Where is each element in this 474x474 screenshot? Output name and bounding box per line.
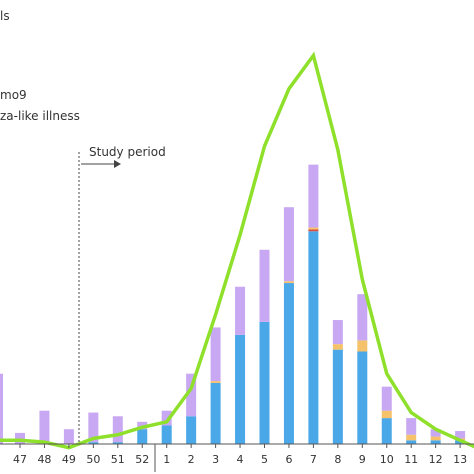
bar-8-series-0	[332, 349, 343, 444]
bar-5-series-3	[259, 249, 270, 322]
bar-7-series-3	[308, 164, 319, 228]
bar-7-series-0	[308, 231, 319, 444]
legend-text-3: za-like illness	[0, 109, 80, 123]
bar-6-series-2	[283, 281, 294, 284]
bar-6-series-0	[283, 283, 294, 444]
legend-text-2: mo9	[0, 88, 27, 102]
bar-3-series-2	[210, 381, 221, 383]
x-tick-label-52: 52	[135, 453, 149, 466]
bar-47-series-3	[15, 432, 25, 444]
bars	[0, 164, 466, 444]
bar-3-series-3	[210, 327, 221, 382]
x-tick-label-4: 4	[237, 453, 244, 466]
x-tick-label-3: 3	[212, 453, 219, 466]
x-tick-label-2: 2	[188, 453, 195, 466]
bar-12-series-3	[430, 429, 441, 437]
line-series	[0, 51, 474, 450]
bar-1-series-0	[161, 425, 172, 444]
bar-48-series-3	[39, 410, 50, 444]
bar-4-series-0	[235, 334, 246, 444]
bar-11-series-2	[406, 434, 417, 441]
bar-10-series-2	[381, 410, 392, 419]
bar-3-series-0	[210, 382, 221, 444]
x-axis: 47 48 49 50 51 52 1 2 3 4 5 6 7 8 9 10 11 12 13	[0, 443, 474, 472]
study-period-label: Study period	[89, 145, 166, 159]
bar-7-series-1	[308, 229, 319, 232]
bar-52-series-3	[137, 421, 148, 430]
bar-2-series-3	[186, 373, 197, 417]
bar-1-series-3	[161, 410, 172, 426]
bar-12-series-2	[430, 436, 441, 441]
bar-50-series-3	[88, 412, 99, 443]
legend: ls mo9 za-like illness	[0, 9, 80, 123]
bar-52-series-0	[137, 429, 148, 444]
bar-51-series-3	[112, 416, 123, 443]
bar-7-series-2	[308, 227, 319, 230]
x-tick-label-47: 47	[13, 453, 27, 466]
bar-4-series-3	[235, 286, 246, 335]
x-tick-label-50: 50	[86, 453, 100, 466]
study-period-annotation: Study period	[78, 145, 166, 444]
x-tick-label-13: 13	[453, 453, 467, 466]
study-period-arrow-head	[114, 160, 121, 168]
x-tick-label-8: 8	[334, 453, 341, 466]
x-tick-label-11: 11	[404, 453, 418, 466]
bar-6-series-3	[283, 207, 294, 282]
bar-51-series-0	[112, 442, 123, 444]
bar-10-series-3	[381, 386, 392, 411]
bar-12-series-0	[430, 440, 441, 444]
x-tick-label-10: 10	[380, 453, 394, 466]
legend-text-1: ls	[0, 9, 10, 23]
x-tick-label-51: 51	[111, 453, 125, 466]
bar-9-series-2	[357, 340, 368, 352]
x-tick-label-48: 48	[37, 453, 51, 466]
bar-2-series-0	[186, 416, 197, 444]
bar-50-series-0	[88, 442, 99, 444]
x-tick-label-5: 5	[261, 453, 268, 466]
x-tick-label-49: 49	[62, 453, 76, 466]
bar-5-series-0	[259, 321, 270, 444]
bar-9-series-3	[357, 294, 368, 341]
x-tick-label-12: 12	[429, 453, 443, 466]
bar-13-series-3	[455, 431, 466, 439]
bar-partial-edge	[0, 373, 3, 444]
bar-11-series-3	[406, 418, 417, 435]
bar-8-series-2	[332, 344, 343, 350]
x-tick-label-6: 6	[285, 453, 292, 466]
bar-49-series-3	[63, 429, 74, 444]
bar-8-series-3	[332, 320, 343, 345]
x-tick-label-9: 9	[359, 453, 366, 466]
x-tick-label-1: 1	[163, 453, 170, 466]
bar-9-series-0	[357, 351, 368, 444]
bar-10-series-0	[381, 418, 392, 444]
bar-11-series-0	[406, 440, 417, 444]
x-tick-label-7: 7	[310, 453, 317, 466]
